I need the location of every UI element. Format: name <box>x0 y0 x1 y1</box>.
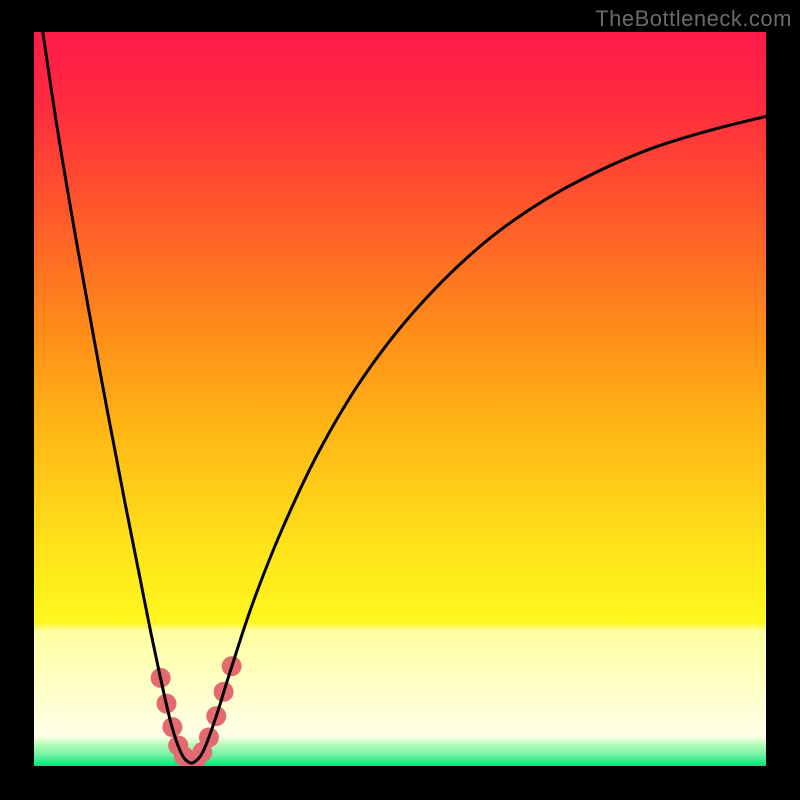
curve-layer <box>34 32 766 766</box>
bottleneck-curve <box>43 32 766 763</box>
plot-area <box>34 32 766 766</box>
watermark-text: TheBottleneck.com <box>595 6 792 32</box>
chart-root: TheBottleneck.com <box>0 0 800 800</box>
marker-group <box>151 656 242 766</box>
